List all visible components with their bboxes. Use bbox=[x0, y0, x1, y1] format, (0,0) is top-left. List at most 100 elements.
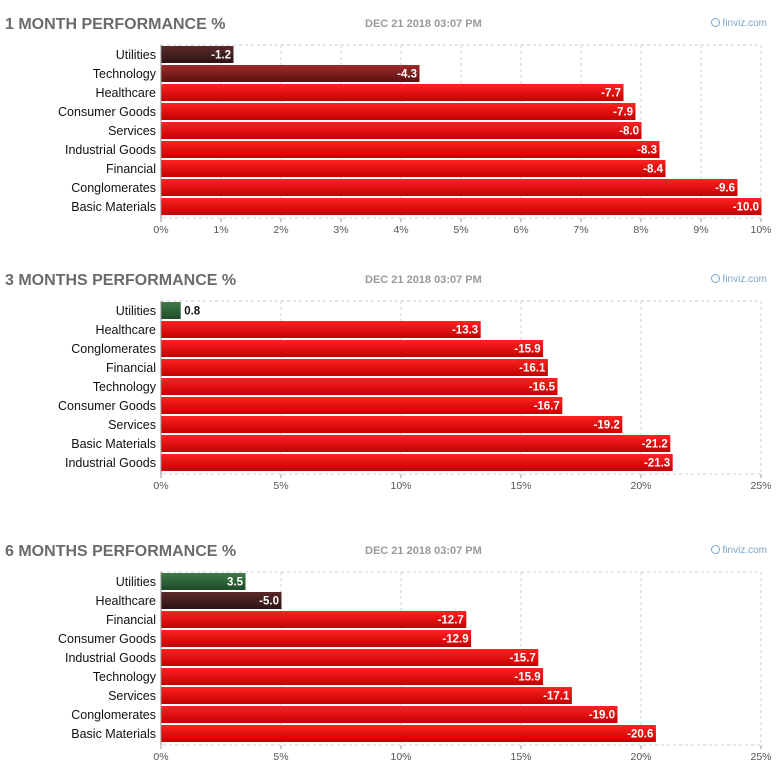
x-tick-label: 20% bbox=[630, 480, 651, 492]
bar[interactable] bbox=[161, 179, 738, 196]
finviz-logo-icon bbox=[710, 545, 720, 554]
category-label: Utilities bbox=[116, 48, 156, 62]
category-label: Industrial Goods bbox=[65, 651, 156, 665]
bar[interactable] bbox=[161, 592, 282, 609]
bar-row: Services -19.2 bbox=[108, 416, 623, 433]
category-label: Financial bbox=[106, 361, 156, 375]
category-label: Healthcare bbox=[96, 323, 156, 337]
bar-row: Healthcare -13.3 bbox=[96, 321, 481, 338]
bar[interactable] bbox=[161, 359, 548, 376]
bar-row: Basic Materials -20.6 bbox=[71, 725, 656, 742]
bar[interactable] bbox=[161, 649, 539, 666]
value-label: -19.0 bbox=[589, 710, 615, 722]
bar-row: Consumer Goods -16.7 bbox=[58, 397, 563, 414]
value-label: -1.2 bbox=[211, 50, 231, 62]
brand-link[interactable]: finviz.com bbox=[710, 18, 767, 29]
value-label: -10.0 bbox=[733, 202, 759, 214]
category-label: Utilities bbox=[116, 575, 156, 589]
finviz-logo-icon bbox=[710, 18, 720, 27]
x-tick-label: 15% bbox=[510, 480, 531, 492]
value-label: -15.9 bbox=[514, 344, 540, 356]
brand-label: finviz.com bbox=[722, 18, 767, 29]
bar-row: Industrial Goods -21.3 bbox=[65, 454, 673, 471]
bar[interactable] bbox=[161, 160, 666, 177]
brand-link[interactable]: finviz.com bbox=[710, 545, 767, 556]
chart-timestamp: DEC 21 2018 03:07 PM bbox=[365, 545, 482, 557]
bar[interactable] bbox=[161, 454, 673, 471]
bar-row: Consumer Goods -12.9 bbox=[58, 630, 472, 647]
x-tick-label: 9% bbox=[693, 224, 708, 236]
chart-title: 3 MONTHS PERFORMANCE % bbox=[5, 272, 237, 289]
bar[interactable] bbox=[161, 397, 563, 414]
value-label: -4.3 bbox=[397, 69, 417, 81]
bar-row: Conglomerates -19.0 bbox=[71, 706, 618, 723]
x-tick-label: 5% bbox=[273, 751, 288, 763]
x-tick-label: 2% bbox=[273, 224, 288, 236]
value-label: -5.0 bbox=[259, 596, 279, 608]
value-label: 3.5 bbox=[227, 577, 244, 589]
category-label: Conglomerates bbox=[71, 342, 156, 356]
chart-timestamp: DEC 21 2018 03:07 PM bbox=[365, 18, 482, 30]
brand-label: finviz.com bbox=[722, 545, 767, 556]
bar-row: Financial -16.1 bbox=[106, 359, 548, 376]
bar-row: Conglomerates -15.9 bbox=[71, 340, 544, 357]
bar[interactable] bbox=[161, 46, 234, 63]
bar[interactable] bbox=[161, 65, 420, 82]
bar[interactable] bbox=[161, 321, 481, 338]
value-label: -12.7 bbox=[438, 615, 464, 627]
bar[interactable] bbox=[161, 573, 246, 590]
bar-chart-1-month: 0% 1% 2% 3% 4% 5% 6% 7% 8% 9% 10% Utilities -1.2 Tech… bbox=[58, 44, 772, 236]
category-label: Basic Materials bbox=[71, 437, 156, 451]
bar-row: Financial -12.7 bbox=[106, 611, 467, 628]
value-label: -15.7 bbox=[510, 653, 536, 665]
value-label: -16.1 bbox=[519, 363, 546, 375]
finviz-logo-icon bbox=[710, 274, 720, 283]
bar[interactable] bbox=[161, 687, 572, 704]
bar[interactable] bbox=[161, 302, 181, 319]
bar[interactable] bbox=[161, 340, 544, 357]
bar[interactable] bbox=[161, 122, 642, 139]
bar-row: Consumer Goods -7.9 bbox=[58, 103, 636, 120]
value-label: -15.9 bbox=[514, 672, 540, 684]
category-label: Consumer Goods bbox=[58, 632, 156, 646]
value-label: -19.2 bbox=[594, 420, 620, 432]
chart-title: 6 MONTHS PERFORMANCE % bbox=[5, 543, 237, 560]
bar[interactable] bbox=[161, 416, 623, 433]
bar[interactable] bbox=[161, 725, 656, 742]
category-label: Basic Materials bbox=[71, 727, 156, 741]
x-tick-label: 3% bbox=[333, 224, 348, 236]
value-label: -16.7 bbox=[534, 401, 560, 413]
bar[interactable] bbox=[161, 378, 558, 395]
x-tick-label: 15% bbox=[510, 751, 531, 763]
category-label: Conglomerates bbox=[71, 181, 156, 195]
bar[interactable] bbox=[161, 630, 472, 647]
brand-link[interactable]: finviz.com bbox=[710, 274, 767, 285]
value-label: -21.3 bbox=[644, 458, 670, 470]
bar-row: Services -8.0 bbox=[108, 122, 642, 139]
brand-label: finviz.com bbox=[722, 274, 767, 285]
bar-row: Services -17.1 bbox=[108, 687, 572, 704]
bar[interactable] bbox=[161, 706, 618, 723]
bar[interactable] bbox=[161, 435, 671, 452]
x-tick-label: 0% bbox=[153, 224, 168, 236]
bar[interactable] bbox=[161, 84, 624, 101]
x-tick-label: 10% bbox=[390, 480, 411, 492]
bar[interactable] bbox=[161, 198, 762, 215]
x-tick-label: 10% bbox=[390, 751, 411, 763]
bar[interactable] bbox=[161, 103, 636, 120]
bar[interactable] bbox=[161, 611, 467, 628]
bar[interactable] bbox=[161, 141, 660, 158]
category-label: Conglomerates bbox=[71, 708, 156, 722]
value-label: -8.0 bbox=[619, 126, 639, 138]
category-label: Services bbox=[108, 689, 156, 703]
x-tick-label: 20% bbox=[630, 751, 651, 763]
bar-row: Healthcare -7.7 bbox=[96, 84, 624, 101]
bar[interactable] bbox=[161, 668, 544, 685]
bar-row: Technology -15.9 bbox=[93, 668, 544, 685]
chart-panel-3-months: 3 MONTHS PERFORMANCE % DEC 21 2018 03:07… bbox=[0, 272, 779, 502]
value-label: 0.8 bbox=[184, 306, 201, 318]
x-tick-label: 7% bbox=[573, 224, 588, 236]
x-tick-label: 5% bbox=[273, 480, 288, 492]
category-label: Utilities bbox=[116, 304, 156, 318]
value-label: -13.3 bbox=[452, 325, 478, 337]
